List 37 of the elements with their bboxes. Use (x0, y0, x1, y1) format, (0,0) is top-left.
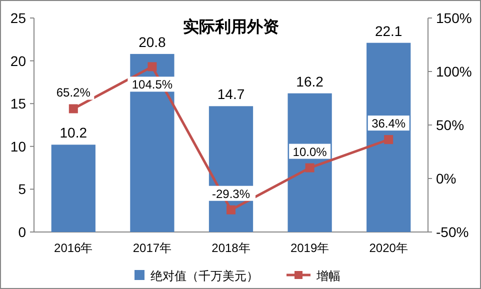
chart-title: 实际利用外资 (183, 18, 279, 36)
y-tick-label: 10 (10, 138, 26, 154)
data-label: 16.2 (296, 73, 324, 90)
legend-label: 增幅 (316, 269, 340, 283)
data-label: 65.2% (56, 86, 91, 100)
y-tick-label: 15 (10, 96, 26, 112)
point (384, 135, 394, 144)
x-tick-label: 2017年 (132, 241, 172, 255)
y-tick-label: 5 (18, 181, 26, 198)
data-label: 104.5% (132, 78, 173, 92)
bar (51, 144, 96, 232)
data-label: 36.4% (372, 116, 406, 131)
point (148, 62, 157, 72)
data-label: 20.8 (138, 34, 166, 50)
x-tick-label: 2019年 (290, 241, 330, 255)
y2-tick-label: 100% (436, 64, 472, 80)
y-tick-label: 0 (18, 224, 26, 240)
y-tick-label: 25 (10, 10, 26, 26)
y2-tick-label: -50% (436, 224, 469, 240)
point (68, 104, 78, 114)
bar (288, 93, 332, 232)
data-label: 10.2 (60, 124, 88, 141)
data-label: -29.3% (212, 186, 250, 201)
data-label: 10.0% (292, 144, 328, 159)
point (305, 163, 314, 172)
x-tick-label: 2020年 (369, 241, 408, 255)
x-tick-label: 2018年 (212, 241, 250, 255)
y2-tick-label: 150% (436, 10, 472, 26)
point (226, 205, 236, 214)
y-tick-label: 20 (10, 52, 26, 69)
legend-label: 绝对值（千万美元） (150, 269, 258, 283)
y2-tick-label: 0% (436, 170, 456, 186)
x-tick-label: 2016年 (54, 241, 93, 255)
data-label: 14.7 (217, 86, 245, 102)
data-label: 22.1 (374, 22, 402, 39)
bar (366, 42, 411, 232)
y2-tick-label: 50% (436, 117, 464, 133)
